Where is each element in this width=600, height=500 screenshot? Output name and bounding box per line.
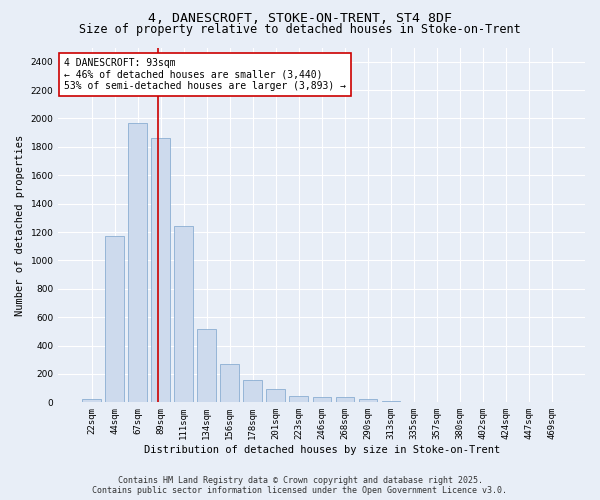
Y-axis label: Number of detached properties: Number of detached properties [15,134,25,316]
Bar [313,396,331,402]
Bar [220,364,239,403]
Bar [382,401,400,402]
Bar [106,236,124,402]
Text: 4 DANESCROFT: 93sqm
← 46% of detached houses are smaller (3,440)
53% of semi-det: 4 DANESCROFT: 93sqm ← 46% of detached ho… [64,58,346,92]
Bar [359,400,377,402]
Bar [266,389,285,402]
Bar [82,399,101,402]
Text: 4, DANESCROFT, STOKE-ON-TRENT, ST4 8DF: 4, DANESCROFT, STOKE-ON-TRENT, ST4 8DF [148,12,452,26]
Bar [151,138,170,402]
Bar [128,122,147,402]
Bar [175,226,193,402]
X-axis label: Distribution of detached houses by size in Stoke-on-Trent: Distribution of detached houses by size … [143,445,500,455]
Bar [197,328,216,402]
Text: Size of property relative to detached houses in Stoke-on-Trent: Size of property relative to detached ho… [79,22,521,36]
Text: Contains HM Land Registry data © Crown copyright and database right 2025.
Contai: Contains HM Land Registry data © Crown c… [92,476,508,495]
Bar [244,380,262,402]
Bar [335,396,354,402]
Bar [289,396,308,402]
